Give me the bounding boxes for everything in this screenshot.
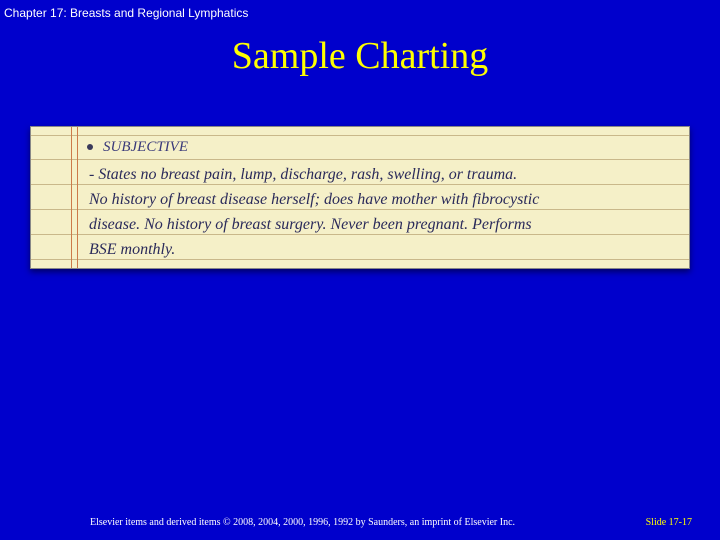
note-text: No history of breast disease herself; do… (89, 192, 539, 208)
note-text: - States no breast pain, lump, discharge… (89, 167, 517, 183)
subjective-heading-row: SUBJECTIVE (31, 135, 689, 160)
note-text: disease. No history of breast surgery. N… (89, 217, 532, 233)
note-line: disease. No history of breast surgery. N… (31, 210, 689, 235)
notepad-inner: SUBJECTIVE - States no breast pain, lump… (31, 127, 689, 268)
subjective-label: SUBJECTIVE (103, 139, 188, 156)
footer: Elsevier items and derived items © 2008,… (0, 517, 720, 528)
copyright-text: Elsevier items and derived items © 2008,… (90, 517, 515, 528)
bullet-icon (87, 144, 93, 150)
note-line: - States no breast pain, lump, discharge… (31, 160, 689, 185)
note-text: BSE monthly. (89, 242, 175, 258)
notepad: SUBJECTIVE - States no breast pain, lump… (30, 126, 690, 269)
note-line: BSE monthly. (31, 235, 689, 260)
note-line: No history of breast disease herself; do… (31, 185, 689, 210)
slide-number: Slide 17-17 (646, 517, 692, 528)
slide-title: Sample Charting (0, 34, 720, 78)
margin-rule-1 (71, 127, 72, 268)
margin-rule-2 (77, 127, 78, 268)
chapter-header: Chapter 17: Breasts and Regional Lymphat… (0, 0, 720, 26)
